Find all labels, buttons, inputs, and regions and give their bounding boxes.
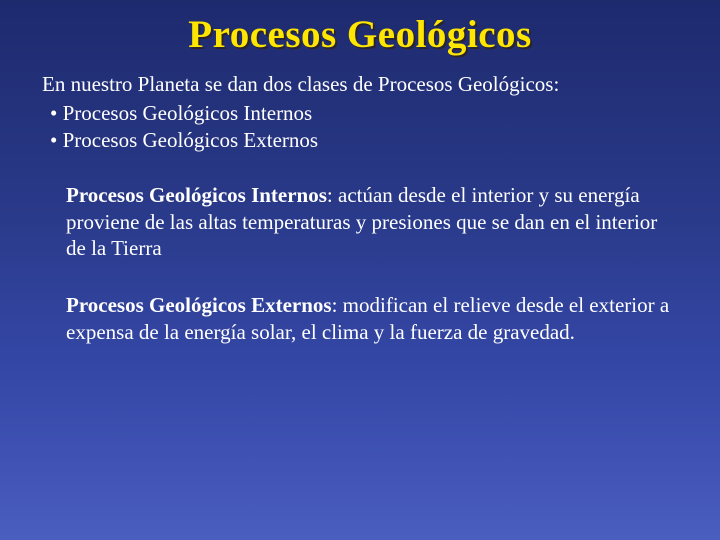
paragraph-lead: Procesos Geológicos Externos — [66, 293, 332, 317]
slide-body: En nuestro Planeta se dan dos clases de … — [42, 71, 678, 346]
slide-title: Procesos Geológicos — [42, 12, 678, 57]
slide-container: Procesos Geológicos En nuestro Planeta s… — [0, 0, 720, 540]
paragraph-externos: Procesos Geológicos Externos: modifican … — [66, 292, 670, 346]
bullet-list: Procesos Geológicos Internos Procesos Ge… — [48, 100, 678, 154]
intro-text: En nuestro Planeta se dan dos clases de … — [42, 71, 678, 98]
list-item: Procesos Geológicos Internos — [48, 100, 678, 127]
paragraph-internos: Procesos Geológicos Internos: actúan des… — [66, 182, 670, 263]
list-item: Procesos Geológicos Externos — [48, 127, 678, 154]
paragraph-lead: Procesos Geológicos Internos — [66, 183, 327, 207]
